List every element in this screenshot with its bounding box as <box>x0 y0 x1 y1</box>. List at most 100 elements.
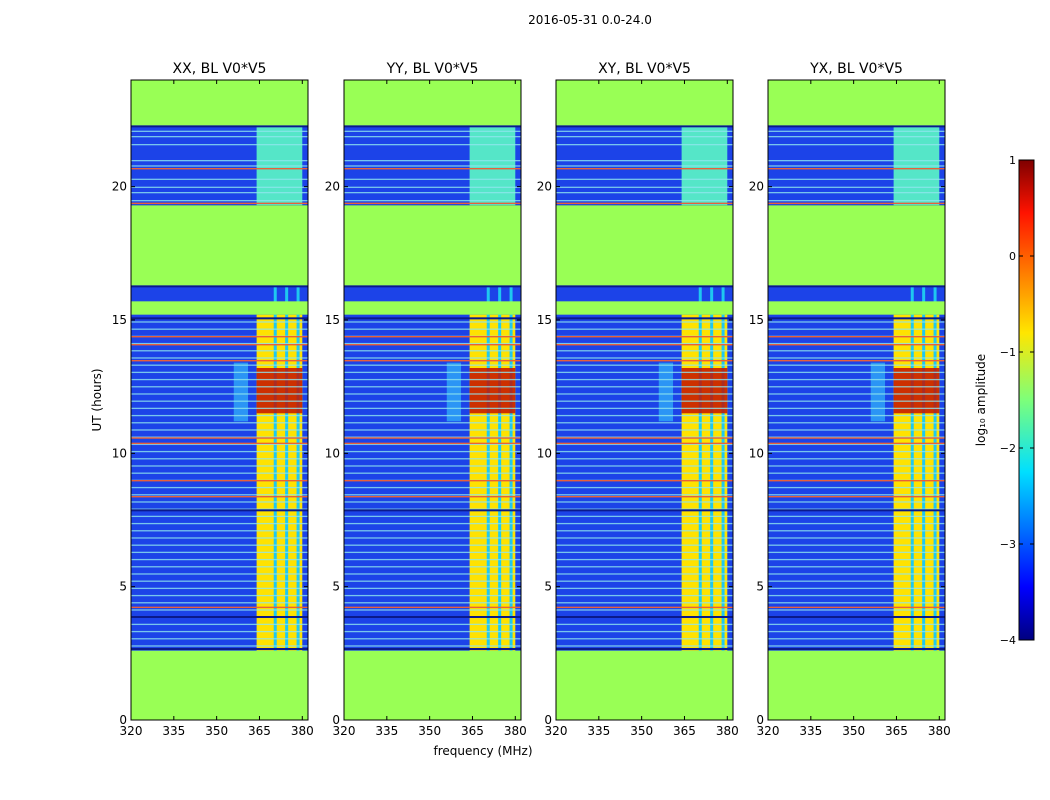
colorbar-tick-label: 1 <box>1009 154 1016 167</box>
channel-gap <box>710 285 714 651</box>
flagged-region <box>344 205 521 286</box>
burst-region <box>469 368 516 414</box>
y-axis-label: UT (hours) <box>90 368 104 431</box>
x-tick-label: 380 <box>716 724 739 738</box>
flagged-region <box>556 650 733 720</box>
panel-title: XY, BL V0*V5 <box>598 61 691 77</box>
burst-region <box>681 368 728 414</box>
channel-gap <box>698 285 702 651</box>
channel-gap <box>509 285 513 651</box>
flagged-region <box>556 301 733 315</box>
x-tick-label: 365 <box>673 724 696 738</box>
x-tick-label: 350 <box>205 724 228 738</box>
y-tick-label: 0 <box>332 713 340 727</box>
panel-3 <box>555 79 734 721</box>
x-tick-label: 320 <box>757 724 780 738</box>
y-tick-label: 10 <box>112 446 127 460</box>
y-tick-label: 5 <box>332 580 340 594</box>
burst-glow <box>233 362 249 422</box>
y-tick-label: 15 <box>325 313 340 327</box>
colorbar-tick-label: −3 <box>1000 538 1016 551</box>
y-tick-label: 15 <box>749 313 764 327</box>
colorbar-tick-label: −1 <box>1000 346 1016 359</box>
burst-glow <box>658 362 674 422</box>
flagged-region <box>768 650 945 720</box>
channel-gap <box>273 285 277 651</box>
burst-glow <box>870 362 886 422</box>
channel-gap <box>285 285 289 651</box>
colorbar-tick-label: 0 <box>1009 250 1016 263</box>
x-tick-label: 365 <box>248 724 271 738</box>
flagged-region <box>131 80 308 126</box>
channel-gap <box>486 285 490 651</box>
burst-glow <box>446 362 462 422</box>
y-tick-label: 10 <box>749 446 764 460</box>
axes-frame <box>555 79 734 721</box>
flagged-region <box>768 80 945 126</box>
x-tick-label: 335 <box>799 724 822 738</box>
panel-1 <box>130 79 309 721</box>
channel-gap <box>498 285 502 651</box>
x-tick-label: 335 <box>375 724 398 738</box>
panel-title: XX, BL V0*V5 <box>173 61 267 77</box>
panel-title: YY, BL V0*V5 <box>386 61 479 77</box>
colorbar <box>1018 159 1035 641</box>
colorbar-label: log₁₀ amplitude <box>974 354 988 446</box>
x-tick-label: 365 <box>461 724 484 738</box>
colorbar-tick-label: −2 <box>1000 442 1016 455</box>
x-tick-label: 350 <box>630 724 653 738</box>
y-tick-label: 10 <box>537 446 552 460</box>
x-tick-label: 350 <box>418 724 441 738</box>
burst-region <box>893 368 940 414</box>
y-tick-label: 20 <box>112 180 127 194</box>
panel-2 <box>343 79 522 721</box>
y-tick-label: 15 <box>537 313 552 327</box>
channel-gap <box>933 285 937 651</box>
y-tick-label: 20 <box>325 180 340 194</box>
y-tick-label: 5 <box>544 580 552 594</box>
axes-frame <box>130 79 309 721</box>
flagged-region <box>131 205 308 286</box>
y-tick-label: 15 <box>112 313 127 327</box>
figure-title: 2016-05-31 0.0-24.0 <box>528 13 652 27</box>
y-tick-label: 5 <box>119 580 127 594</box>
panel-4 <box>767 79 946 721</box>
x-axis-label: frequency (MHz) <box>433 744 532 758</box>
x-tick-label: 365 <box>885 724 908 738</box>
x-tick-label: 320 <box>120 724 143 738</box>
x-tick-label: 380 <box>504 724 527 738</box>
y-tick-label: 0 <box>544 713 552 727</box>
flagged-region <box>344 650 521 720</box>
axes-frame <box>343 79 522 721</box>
flagged-region <box>344 80 521 126</box>
flagged-region <box>131 301 308 315</box>
x-tick-label: 335 <box>587 724 610 738</box>
flagged-region <box>344 301 521 315</box>
x-tick-label: 380 <box>928 724 951 738</box>
flagged-region <box>131 650 308 720</box>
y-tick-label: 0 <box>119 713 127 727</box>
x-tick-label: 350 <box>842 724 865 738</box>
y-tick-label: 20 <box>537 180 552 194</box>
y-tick-label: 10 <box>325 446 340 460</box>
x-tick-label: 380 <box>291 724 314 738</box>
channel-gap <box>922 285 926 651</box>
channel-gap <box>910 285 914 651</box>
y-tick-label: 0 <box>756 713 764 727</box>
y-tick-label: 5 <box>756 580 764 594</box>
x-tick-label: 320 <box>545 724 568 738</box>
flagged-region <box>768 301 945 315</box>
colorbar-tick-label: −4 <box>1000 634 1016 647</box>
x-tick-label: 320 <box>333 724 356 738</box>
channel-gap <box>721 285 725 651</box>
flagged-region <box>768 205 945 286</box>
flagged-region <box>556 205 733 286</box>
axes-frame <box>767 79 946 721</box>
burst-region <box>256 368 303 414</box>
x-tick-label: 335 <box>162 724 185 738</box>
channel-gap <box>296 285 300 651</box>
flagged-region <box>556 80 733 126</box>
y-tick-label: 20 <box>749 180 764 194</box>
panel-title: YX, BL V0*V5 <box>809 61 903 77</box>
